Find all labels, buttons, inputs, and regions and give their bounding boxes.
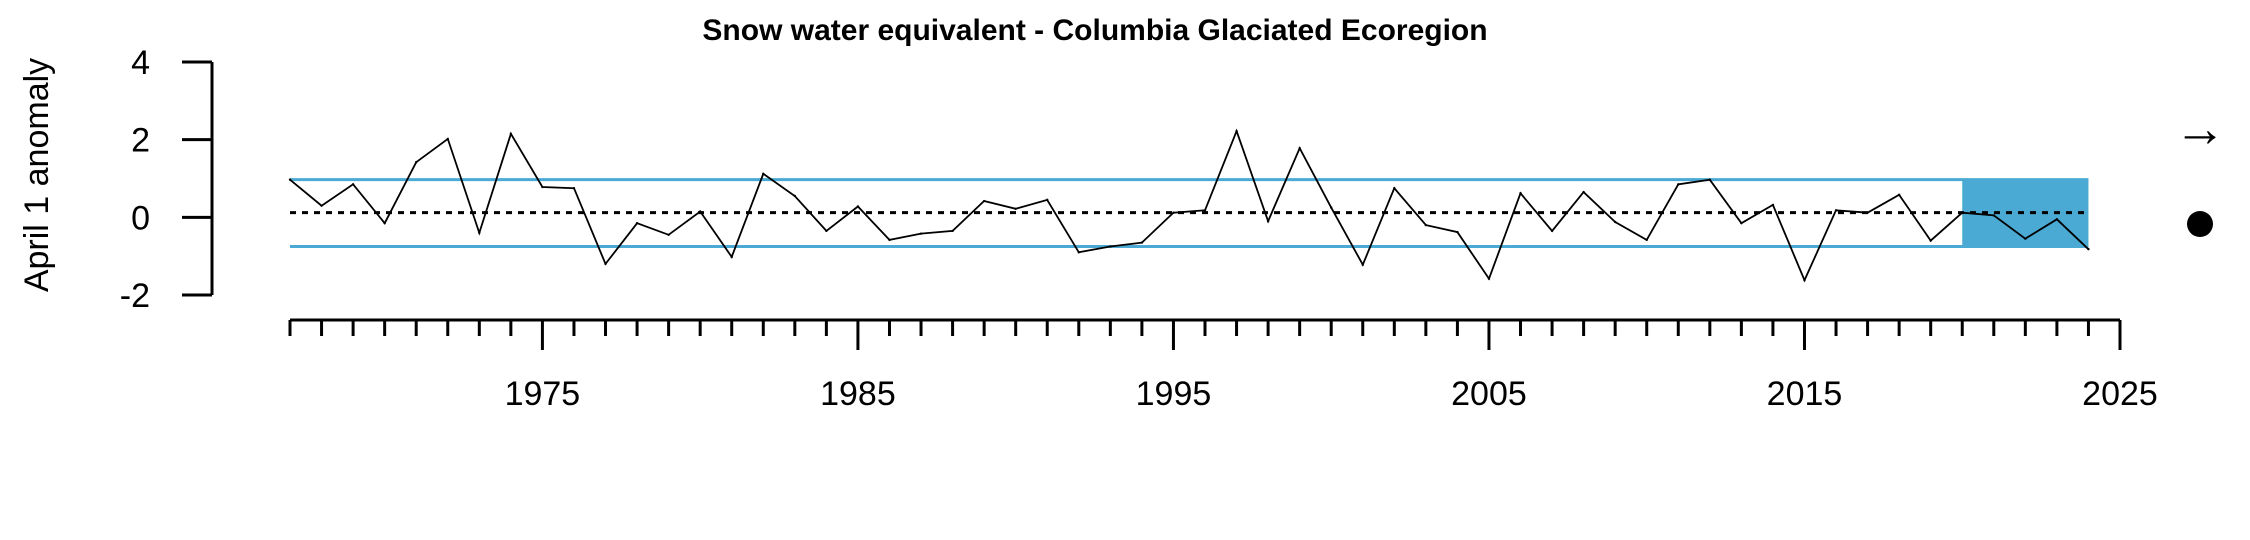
data-point xyxy=(1866,211,1869,214)
x-tick-label: 2005 xyxy=(1451,375,1527,413)
data-point xyxy=(415,160,418,164)
data-point xyxy=(541,185,544,189)
data-point xyxy=(1014,207,1017,210)
data-point xyxy=(1330,206,1333,209)
data-point xyxy=(1929,239,1932,242)
x-tick-label: 2025 xyxy=(2082,375,2158,413)
data-point xyxy=(1613,220,1617,224)
data-point xyxy=(509,132,513,136)
data-point xyxy=(1077,251,1080,254)
data-point xyxy=(1519,192,1522,195)
data-point xyxy=(383,221,386,225)
data-point xyxy=(1235,129,1238,133)
data-point xyxy=(825,229,828,233)
data-point xyxy=(1172,211,1175,214)
data-point xyxy=(1424,223,1428,227)
data-point xyxy=(1456,230,1459,234)
data-point xyxy=(320,204,323,207)
data-point xyxy=(1361,263,1364,266)
data-point xyxy=(1677,183,1680,186)
axes-layer: 4 2 0 -2 1975 1985 1995 2005 2015 2025 xyxy=(120,44,2158,413)
data-point xyxy=(698,210,702,213)
data-point xyxy=(1834,209,1838,212)
y-tick-label: 4 xyxy=(131,44,150,82)
data-point xyxy=(667,233,670,237)
data-point xyxy=(2024,237,2027,240)
data-point xyxy=(1992,214,1995,217)
data-point xyxy=(572,187,576,190)
y-tick-label: -2 xyxy=(120,277,150,315)
right-arrow-icon: → xyxy=(2174,100,2226,158)
data-point xyxy=(856,205,860,208)
chart-title: Snow water equivalent - Columbia Glaciat… xyxy=(702,14,1487,47)
y-tick-label: 0 xyxy=(131,199,150,237)
data-point xyxy=(1897,193,1901,197)
data-point xyxy=(1740,221,1743,225)
y-tick-label: 2 xyxy=(131,122,150,160)
data-point xyxy=(793,194,797,198)
data-point xyxy=(982,199,986,203)
data-point xyxy=(1266,220,1270,223)
data-point xyxy=(478,231,481,235)
data-point xyxy=(730,255,733,259)
data-point xyxy=(762,172,765,176)
data-point xyxy=(288,178,292,181)
data-point xyxy=(888,238,891,242)
data-point xyxy=(1109,245,1112,248)
data-point xyxy=(1550,229,1554,233)
data-point xyxy=(1645,238,1648,242)
data-point xyxy=(446,137,449,141)
data-point xyxy=(1393,187,1396,190)
data-point xyxy=(951,229,954,233)
data-point xyxy=(1708,178,1712,181)
data-point xyxy=(1298,147,1301,150)
filled-circle-icon xyxy=(2187,211,2213,237)
data-point xyxy=(1771,203,1775,207)
series-layer xyxy=(288,128,2090,283)
data-point xyxy=(351,183,355,186)
data-point xyxy=(1803,279,1806,282)
data-point xyxy=(1961,211,1964,214)
data-point xyxy=(2055,218,2059,221)
data-point xyxy=(604,262,607,266)
series-line xyxy=(289,128,2090,283)
y-axis-label: April 1 anomaly xyxy=(18,58,56,292)
data-point xyxy=(1487,277,1491,280)
data-point xyxy=(1046,198,1049,202)
data-point xyxy=(1140,241,1144,244)
reference-band-layer xyxy=(290,178,2089,248)
x-tick-label: 1995 xyxy=(1136,375,1212,413)
data-point xyxy=(1203,209,1207,212)
data-point xyxy=(635,221,639,225)
data-point xyxy=(2087,247,2090,251)
data-point xyxy=(919,232,923,235)
data-point xyxy=(1582,190,1585,194)
x-tick-label: 2015 xyxy=(1767,375,1843,413)
x-tick-label: 1975 xyxy=(505,375,581,413)
x-tick-label: 1985 xyxy=(820,375,896,413)
